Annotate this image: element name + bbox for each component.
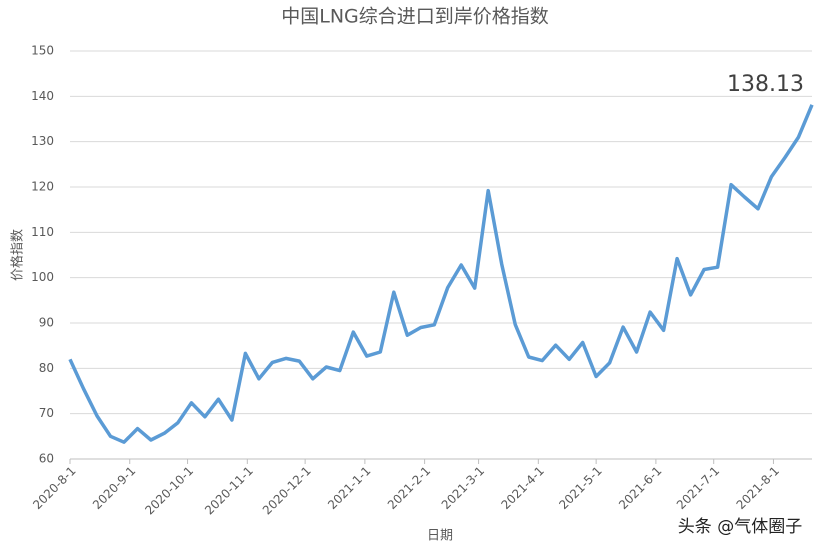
y-tick-label: 120: [31, 180, 54, 194]
y-tick-label: 60: [39, 452, 54, 466]
y-tick-label: 130: [31, 134, 54, 148]
x-tick-label: 2020-10-1: [142, 464, 196, 518]
x-tick-label: 2021-4-1: [499, 464, 547, 512]
chart-title: 中国LNG综合进口到岸价格指数: [281, 6, 549, 28]
x-tick-label: 2020-12-1: [260, 464, 314, 518]
x-tick-label: 2020-11-1: [202, 464, 256, 518]
y-tick-label: 80: [39, 361, 54, 375]
y-tick-label: 140: [31, 89, 54, 103]
x-tick-label: 2021-3-1: [439, 464, 487, 512]
y-tick-label: 90: [39, 316, 54, 330]
x-tick-label: 2021-1-1: [325, 464, 373, 512]
watermark: 头条 @气体圈子: [678, 517, 802, 537]
data-line: [68, 104, 814, 444]
x-tick-label: 2021-6-1: [616, 464, 664, 512]
x-axis-label: 日期: [427, 529, 453, 544]
x-tick-label: 2021-5-1: [556, 464, 604, 512]
y-tick-label: 100: [31, 270, 54, 284]
x-tick-label: 2021-7-1: [674, 464, 722, 512]
value-label: 138.13: [727, 72, 804, 97]
y-tick-label: 110: [31, 225, 54, 239]
x-tick-label: 2020-9-1: [90, 464, 138, 512]
y-tick-label: 70: [39, 406, 54, 420]
y-tick-label: 150: [31, 44, 54, 58]
x-tick-label: 2020-8-1: [30, 464, 78, 512]
y-axis-label: 价格指数: [10, 229, 26, 281]
x-tick-label: 2021-2-1: [385, 464, 433, 512]
x-tick-label: 2021-8-1: [734, 464, 782, 512]
